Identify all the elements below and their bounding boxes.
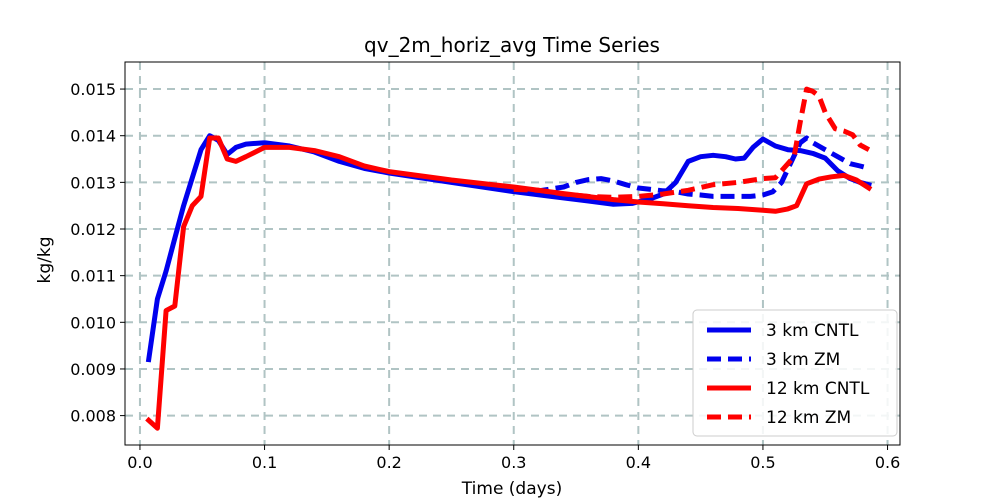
- y-tick-label: 0.014: [70, 127, 116, 146]
- y-tick-label: 0.010: [70, 313, 116, 332]
- legend-label: 12 km CNTL: [766, 379, 870, 399]
- plot-frame: [124, 61, 901, 446]
- series-lines: [145, 86, 873, 431]
- y-tick-label: 0.015: [70, 80, 116, 99]
- legend-box: [692, 309, 898, 437]
- legend-items: 3 km CNTL 3 km ZM 12 km CNTL 12 km ZM: [707, 321, 870, 428]
- y-axis-label: kg/kg: [35, 237, 55, 284]
- y-tick-label: 0.013: [70, 173, 116, 192]
- series-line-12-km-zm: [513, 86, 871, 200]
- x-tick-label: 0.2: [376, 453, 401, 472]
- legend-label: 3 km ZM: [766, 350, 840, 370]
- x-tick-label: 0.1: [252, 453, 277, 472]
- x-axis-label: Time (days): [461, 479, 562, 499]
- y-axis: 0.008 0.009 0.010 0.011 0.012 0.013 0.014 0.015: [70, 80, 125, 426]
- legend-label: 12 km ZM: [766, 408, 851, 428]
- y-tick-label: 0.009: [70, 360, 116, 379]
- series-line-3-km-zm: [513, 135, 870, 199]
- y-tick-label: 0.011: [70, 267, 116, 286]
- x-tick-label: 0.6: [875, 453, 900, 472]
- chart-title: qv_2m_horiz_avg Time Series: [364, 33, 660, 57]
- x-tick-label: 0.5: [750, 453, 775, 472]
- legend: 3 km CNTL 3 km ZM 12 km CNTL 12 km ZM: [692, 309, 898, 437]
- x-tick-label: 0.3: [501, 453, 526, 472]
- series-line-12-km-cntl: [145, 135, 873, 431]
- x-tick-label: 0.4: [626, 453, 651, 472]
- y-tick-label: 0.008: [70, 407, 116, 426]
- y-tick-label: 0.012: [70, 220, 116, 239]
- x-axis: 0.0 0.1 0.2 0.3 0.4 0.5 0.6: [127, 445, 900, 472]
- legend-label: 3 km CNTL: [766, 321, 859, 341]
- x-tick-label: 0.0: [127, 453, 152, 472]
